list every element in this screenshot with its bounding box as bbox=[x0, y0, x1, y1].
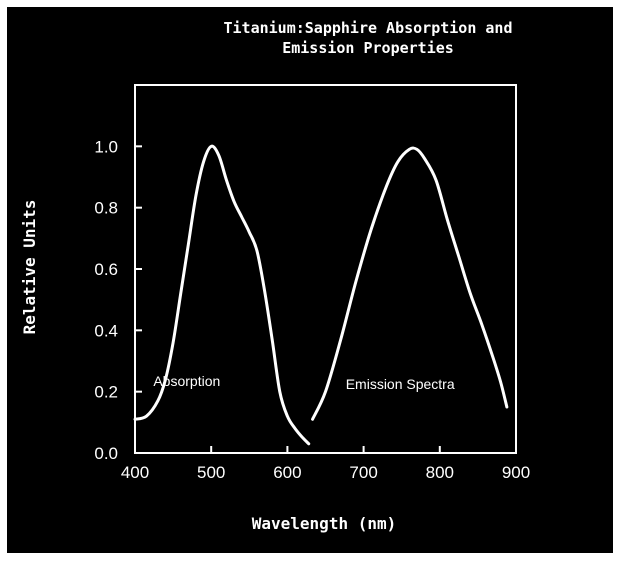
series-line-emission-spectra bbox=[311, 146, 509, 421]
annotation-label: Emission Spectra bbox=[346, 376, 455, 392]
chart-title: Titanium:Sapphire Absorption and bbox=[224, 19, 513, 37]
plot-area bbox=[134, 84, 517, 454]
x-axis: 400 500 600 700 800 900 bbox=[121, 446, 530, 482]
y-tick-label: 0.6 bbox=[94, 260, 118, 279]
x-tick-label: 900 bbox=[502, 463, 530, 482]
x-axis-label: Wavelength (nm) bbox=[252, 514, 397, 533]
y-tick-label: 0.4 bbox=[94, 321, 118, 340]
annotation-layer: Absorption Emission Spectra bbox=[153, 373, 455, 392]
x-tick-label: 400 bbox=[121, 463, 149, 482]
x-tick-label: 700 bbox=[349, 463, 377, 482]
y-tick-label: 0.0 bbox=[94, 444, 118, 463]
chart-title-group: Titanium:Sapphire Absorption and Emissio… bbox=[224, 19, 513, 57]
x-tick-label: 600 bbox=[273, 463, 301, 482]
x-tick-label: 800 bbox=[426, 463, 454, 482]
x-tick-label: 500 bbox=[197, 463, 225, 482]
y-axis: 0.0 0.2 0.4 0.6 0.8 1.0 bbox=[94, 137, 142, 463]
y-tick-label: 0.2 bbox=[94, 383, 118, 402]
chart-subtitle: Emission Properties bbox=[282, 39, 454, 57]
series-line-absorption bbox=[133, 144, 311, 446]
chart-frame bbox=[7, 7, 613, 553]
annotation-label: Absorption bbox=[153, 373, 220, 389]
y-axis-label: Relative Units bbox=[20, 200, 39, 335]
y-tick-label: 1.0 bbox=[94, 137, 118, 156]
series-layer bbox=[133, 144, 509, 446]
y-tick-label: 0.8 bbox=[94, 199, 118, 218]
